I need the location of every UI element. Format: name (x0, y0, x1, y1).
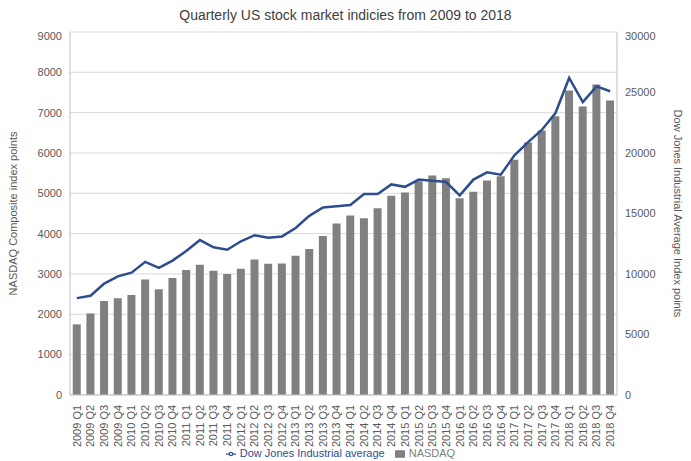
svg-text:0: 0 (625, 389, 631, 401)
svg-text:2017 Q1: 2017 Q1 (508, 405, 520, 447)
svg-text:7000: 7000 (38, 107, 62, 119)
svg-text:2018 Q3: 2018 Q3 (590, 405, 602, 447)
svg-text:25000: 25000 (625, 86, 656, 98)
svg-text:2010 Q3: 2010 Q3 (153, 405, 165, 447)
svg-text:Dow Jones Industrial Average I: Dow Jones Industrial Average Index point… (672, 110, 683, 318)
svg-text:2011 Q2: 2011 Q2 (194, 405, 206, 446)
svg-text:2013 Q3: 2013 Q3 (317, 405, 329, 447)
svg-text:2009 Q4: 2009 Q4 (112, 405, 124, 447)
svg-text:10000: 10000 (625, 268, 656, 280)
svg-text:2009 Q1: 2009 Q1 (71, 405, 83, 447)
svg-text:5000: 5000 (38, 187, 62, 199)
svg-text:2015 Q3: 2015 Q3 (426, 405, 438, 447)
svg-text:15000: 15000 (625, 207, 656, 219)
svg-text:0: 0 (56, 389, 62, 401)
html-text:Quarterly US stock market indi: Quarterly US stock market indicies from … (179, 7, 512, 23)
svg-text:2012 Q3: 2012 Q3 (262, 405, 274, 447)
svg-text:NASDAQ Composite index points: NASDAQ Composite index points (8, 131, 19, 295)
svg-text:2016 Q1: 2016 Q1 (454, 405, 466, 447)
svg-text:2010 Q1: 2010 Q1 (125, 405, 137, 447)
svg-text:2012 Q1: 2012 Q1 (235, 405, 247, 447)
svg-text:8000: 8000 (38, 66, 62, 78)
svg-text:2016 Q2: 2016 Q2 (467, 405, 479, 447)
svg-text:2010 Q2: 2010 Q2 (139, 405, 151, 447)
svg-text:2013 Q2: 2013 Q2 (303, 405, 315, 447)
svg-text:2016 Q3: 2016 Q3 (481, 405, 493, 447)
svg-text:2018 Q1: 2018 Q1 (563, 405, 575, 447)
svg-text:2012 Q4: 2012 Q4 (276, 405, 288, 447)
svg-text:30000: 30000 (625, 30, 656, 42)
svg-text:2011 Q3: 2011 Q3 (207, 405, 219, 446)
svg-text:2015 Q2: 2015 Q2 (413, 405, 425, 447)
svg-text:2014 Q2: 2014 Q2 (358, 405, 370, 447)
svg-text:2017 Q3: 2017 Q3 (536, 405, 548, 447)
svg-text:2013 Q4: 2013 Q4 (330, 405, 342, 447)
svg-text:20000: 20000 (625, 147, 656, 159)
svg-text:2011 Q4: 2011 Q4 (221, 405, 233, 446)
svg-text:2009 Q2: 2009 Q2 (84, 405, 96, 447)
svg-text:2015 Q1: 2015 Q1 (399, 405, 411, 447)
svg-text:2013 Q1: 2013 Q1 (289, 405, 301, 447)
html-text:NASDAQ: NASDAQ (408, 446, 456, 459)
svg-text:2010 Q4: 2010 Q4 (166, 405, 178, 447)
html-text:Dow Jones Industrial average: Dow Jones Industrial average (239, 446, 385, 459)
svg-text:2012 Q2: 2012 Q2 (248, 405, 260, 447)
svg-text:5000: 5000 (625, 328, 649, 340)
svg-text:2014 Q3: 2014 Q3 (371, 405, 383, 447)
svg-text:1000: 1000 (38, 348, 62, 360)
svg-text:2016 Q4: 2016 Q4 (495, 405, 507, 447)
svg-text:2017 Q4: 2017 Q4 (549, 405, 561, 447)
svg-text:6000: 6000 (38, 147, 62, 159)
svg-text:2015 Q4: 2015 Q4 (440, 405, 452, 447)
svg-text:2009 Q3: 2009 Q3 (98, 405, 110, 447)
svg-text:2018 Q2: 2018 Q2 (577, 405, 589, 447)
svg-text:2000: 2000 (38, 308, 62, 320)
svg-text:2014 Q1: 2014 Q1 (344, 405, 356, 447)
svg-text:3000: 3000 (38, 268, 62, 280)
svg-text:2018 Q4: 2018 Q4 (604, 405, 616, 447)
svg-text:2011 Q1: 2011 Q1 (180, 405, 192, 446)
svg-text:4000: 4000 (38, 228, 62, 240)
svg-text:2014 Q4: 2014 Q4 (385, 405, 397, 447)
svg-text:9000: 9000 (38, 30, 62, 42)
svg-text:2017 Q2: 2017 Q2 (522, 405, 534, 447)
